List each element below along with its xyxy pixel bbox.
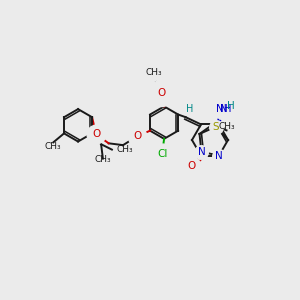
Text: NH: NH [216,104,232,114]
Text: CH₃: CH₃ [117,145,134,154]
Text: N: N [197,147,205,157]
Text: N: N [215,151,223,160]
Text: S: S [213,122,219,132]
Text: CH₃: CH₃ [45,142,62,151]
Text: CH₃: CH₃ [218,122,235,131]
Text: O: O [92,129,100,139]
Text: Cl: Cl [157,149,167,159]
Text: O: O [157,88,165,98]
Text: O: O [133,131,142,141]
Text: H: H [227,101,235,111]
Text: CH₃: CH₃ [94,154,111,164]
Text: N: N [220,104,228,114]
Text: H: H [186,104,194,114]
Text: O: O [187,160,195,171]
Text: CH₃: CH₃ [146,68,162,77]
